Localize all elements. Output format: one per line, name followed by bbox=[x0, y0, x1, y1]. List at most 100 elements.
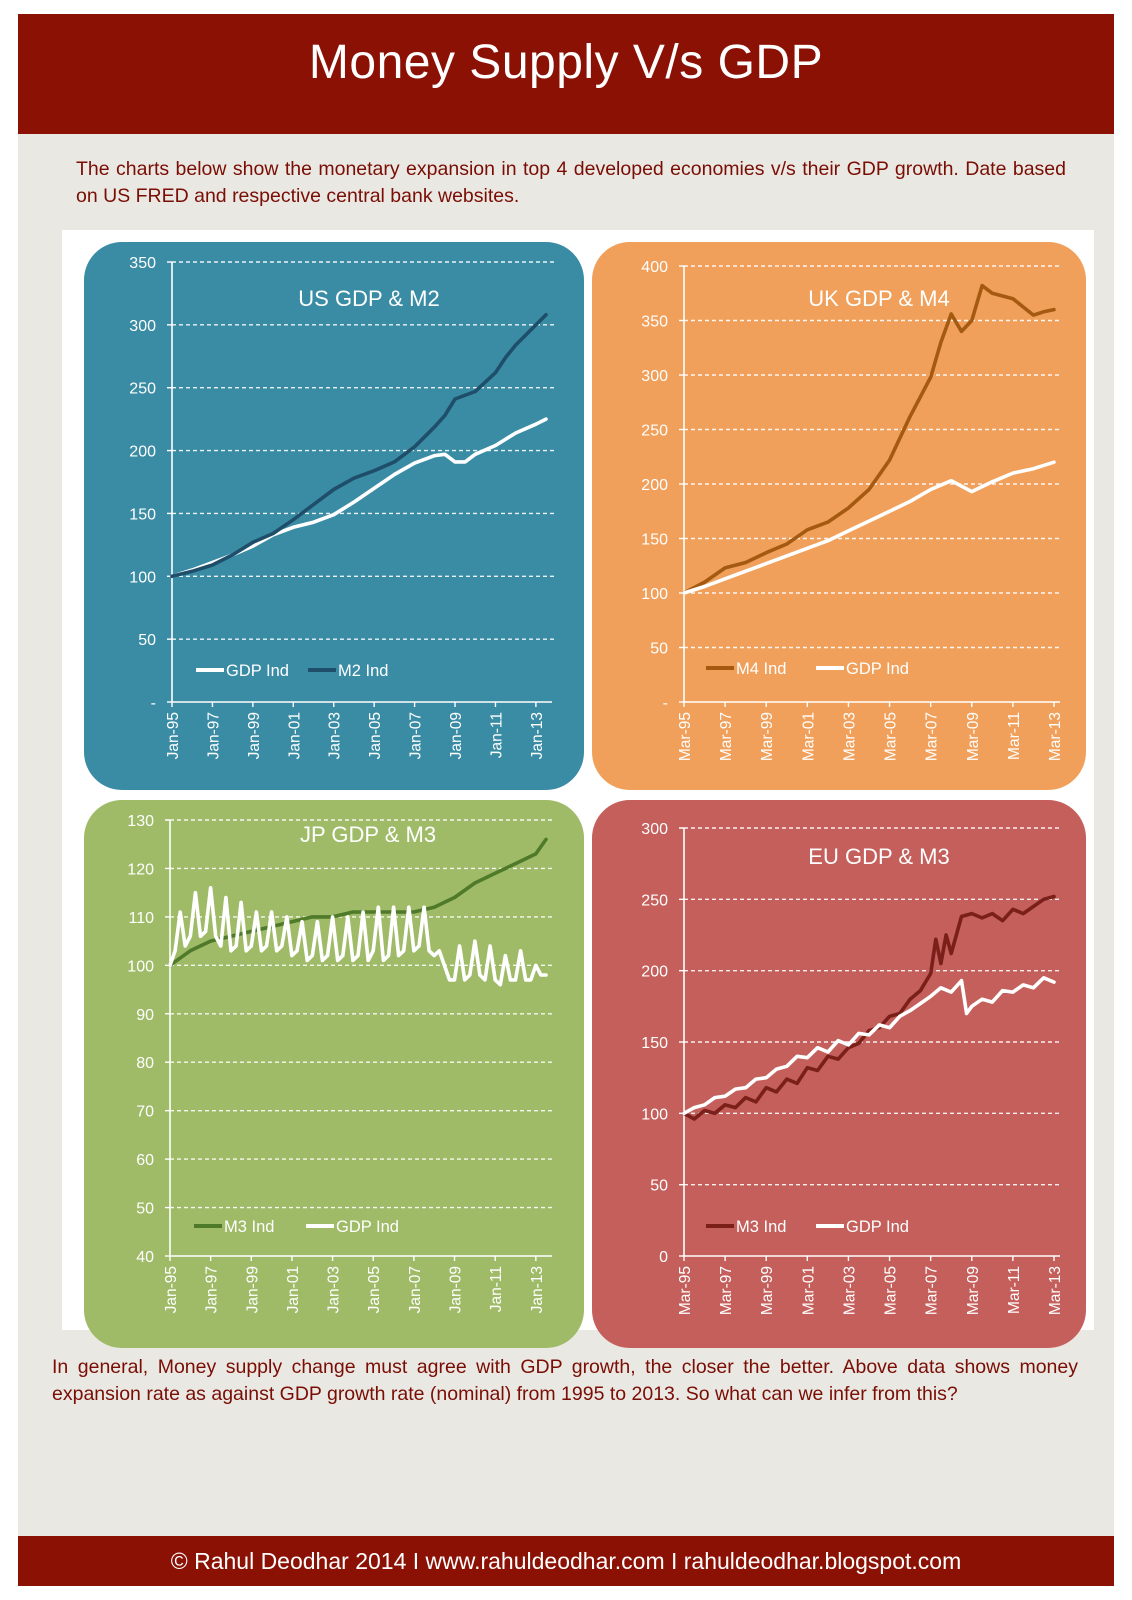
us-chart-panel: - 50 100 150 200 250 300 350 Jan-95 Jan-97 Jan-99 J… bbox=[84, 242, 584, 790]
y-tick-label: 100 bbox=[127, 958, 154, 975]
x-tick-label: Jan-09 bbox=[448, 712, 465, 759]
chart-title: UK GDP & M4 bbox=[808, 286, 949, 311]
us-chart: - 50 100 150 200 250 300 350 Jan-95 Jan-97 Jan-99 J… bbox=[84, 242, 584, 790]
y-tick-label: 50 bbox=[136, 1201, 154, 1218]
y-tick-label: 130 bbox=[127, 813, 154, 830]
x-tick-label: Mar-05 bbox=[883, 1266, 900, 1315]
y-tick-label: - bbox=[151, 695, 156, 712]
y-tick-label: 100 bbox=[641, 586, 668, 603]
y-tick-label: 70 bbox=[136, 1104, 154, 1121]
page: Money Supply V/s GDP The charts below sh… bbox=[18, 14, 1114, 1586]
legend-label: M4 Ind bbox=[736, 660, 786, 678]
x-tick-label: Mar-09 bbox=[965, 712, 982, 761]
x-tick-label: Mar-11 bbox=[1006, 712, 1023, 760]
y-tick-label: 110 bbox=[128, 910, 154, 927]
y-tick-label: 400 bbox=[641, 259, 668, 276]
x-tick-label: Mar-95 bbox=[677, 1266, 694, 1315]
x-tick-label: Jan-05 bbox=[366, 1266, 383, 1313]
x-tick-label: Jan-13 bbox=[529, 1266, 546, 1313]
x-tick-label: Mar-03 bbox=[841, 1266, 858, 1315]
x-tick-label: Jan-03 bbox=[327, 712, 344, 759]
y-tick-label: 0 bbox=[659, 1249, 668, 1266]
y-tick-label: 50 bbox=[138, 632, 156, 649]
x-tick-label: Jan-01 bbox=[286, 712, 303, 759]
y-tick-label: 120 bbox=[127, 861, 154, 878]
x-tick-label: Jan-09 bbox=[448, 1266, 465, 1313]
y-tick-label: 80 bbox=[136, 1055, 154, 1072]
y-tick-label: 250 bbox=[641, 423, 668, 440]
x-tick-label: Mar-11 bbox=[1006, 1266, 1023, 1314]
y-tick-label: 60 bbox=[136, 1152, 154, 1169]
x-tick-label: Mar-01 bbox=[800, 712, 817, 761]
y-tick-label: 200 bbox=[129, 444, 156, 461]
charts-area: - 50 100 150 200 250 300 350 Jan-95 Jan-97 Jan-99 J… bbox=[62, 230, 1094, 1348]
series-line-gdp-ind bbox=[682, 976, 1056, 1116]
footer-banner: © Rahul Deodhar 2014 I www.rahuldeodhar.… bbox=[18, 1536, 1114, 1586]
y-tick-label: 100 bbox=[129, 569, 156, 586]
series-line-m4-ind bbox=[682, 283, 1056, 595]
y-tick-label: 150 bbox=[641, 532, 668, 549]
intro-text: The charts below show the monetary expan… bbox=[76, 158, 1066, 207]
x-tick-label: Jan-95 bbox=[165, 712, 182, 759]
eu-chart: 0 50 100 150 200 250 300 Mar-95 Mar-97 Mar-99 Mar-… bbox=[592, 800, 1086, 1348]
x-tick-label: Jan-07 bbox=[407, 1266, 424, 1313]
jp-chart-panel: 40 50 60 70 80 90 100 110 120 130 Jan-95 Jan-97 Jan-… bbox=[84, 800, 584, 1348]
y-tick-label: 150 bbox=[129, 506, 156, 523]
legend-label: GDP Ind bbox=[226, 662, 289, 680]
jp-chart: 40 50 60 70 80 90 100 110 120 130 Jan-95 Jan-97 Jan-… bbox=[84, 800, 584, 1348]
x-tick-label: Mar-99 bbox=[759, 1266, 776, 1315]
y-tick-label: 100 bbox=[641, 1106, 668, 1123]
x-tick-label: Mar-07 bbox=[924, 1266, 941, 1315]
y-tick-label: 350 bbox=[129, 255, 156, 272]
x-tick-label: Jan-11 bbox=[488, 712, 505, 758]
chart-title: US GDP & M2 bbox=[298, 286, 439, 311]
x-tick-label: Jan-03 bbox=[326, 1266, 343, 1313]
legend-label: GDP Ind bbox=[846, 660, 909, 678]
y-tick-label: 200 bbox=[641, 477, 668, 494]
legend-label: M2 Ind bbox=[338, 662, 388, 680]
legend-label: M3 Ind bbox=[224, 1218, 274, 1236]
series-line-m2-ind bbox=[170, 313, 548, 579]
legend-label: GDP Ind bbox=[336, 1218, 399, 1236]
x-tick-label: Mar-99 bbox=[759, 712, 776, 761]
y-tick-label: 50 bbox=[650, 641, 668, 658]
x-tick-label: Jan-99 bbox=[244, 1266, 261, 1313]
x-tick-label: Jan-99 bbox=[246, 712, 263, 759]
x-tick-label: Mar-97 bbox=[718, 1266, 735, 1315]
x-tick-label: Mar-13 bbox=[1047, 1266, 1064, 1315]
x-tick-label: Jan-07 bbox=[408, 712, 425, 759]
series-line-gdp-ind bbox=[168, 886, 548, 987]
x-tick-label: Jan-11 bbox=[488, 1266, 505, 1312]
x-tick-label: Jan-97 bbox=[205, 712, 222, 759]
x-tick-label: Jan-97 bbox=[204, 1266, 221, 1313]
y-tick-label: 90 bbox=[136, 1007, 154, 1024]
x-tick-label: Jan-13 bbox=[529, 712, 546, 759]
series-line-gdp-ind bbox=[682, 460, 1056, 595]
x-tick-label: Mar-95 bbox=[677, 712, 694, 761]
y-tick-label: 300 bbox=[129, 318, 156, 335]
y-tick-label: 250 bbox=[641, 892, 668, 909]
x-tick-label: Mar-97 bbox=[718, 712, 735, 761]
x-tick-label: Mar-05 bbox=[883, 712, 900, 761]
x-tick-label: Mar-07 bbox=[924, 712, 941, 761]
series-line-m3-ind bbox=[682, 894, 1056, 1121]
x-tick-label: Mar-13 bbox=[1047, 712, 1064, 761]
x-tick-label: Jan-05 bbox=[367, 712, 384, 759]
y-tick-label: 250 bbox=[129, 381, 156, 398]
x-tick-label: Mar-09 bbox=[965, 1266, 982, 1315]
y-tick-label: 50 bbox=[650, 1178, 668, 1195]
chart-title: JP GDP & M3 bbox=[300, 822, 436, 847]
chart-background bbox=[84, 800, 584, 1348]
footer-credit: © Rahul Deodhar 2014 I www.rahuldeodhar.… bbox=[170, 1547, 962, 1574]
legend-label: M3 Ind bbox=[736, 1218, 786, 1236]
x-tick-label: Mar-03 bbox=[841, 712, 858, 761]
y-tick-label: 350 bbox=[641, 314, 668, 331]
y-tick-label: 200 bbox=[641, 964, 668, 981]
x-tick-label: Mar-01 bbox=[800, 1266, 817, 1315]
x-tick-label: Jan-01 bbox=[285, 1266, 302, 1313]
conclusion-text: In general, Money supply change must agr… bbox=[52, 1356, 1078, 1405]
header-banner: Money Supply V/s GDP bbox=[18, 14, 1114, 134]
y-tick-label: 150 bbox=[641, 1035, 668, 1052]
eu-chart-panel: 0 50 100 150 200 250 300 Mar-95 Mar-97 Mar-99 Mar-… bbox=[592, 800, 1086, 1348]
y-tick-label: 300 bbox=[641, 821, 668, 838]
